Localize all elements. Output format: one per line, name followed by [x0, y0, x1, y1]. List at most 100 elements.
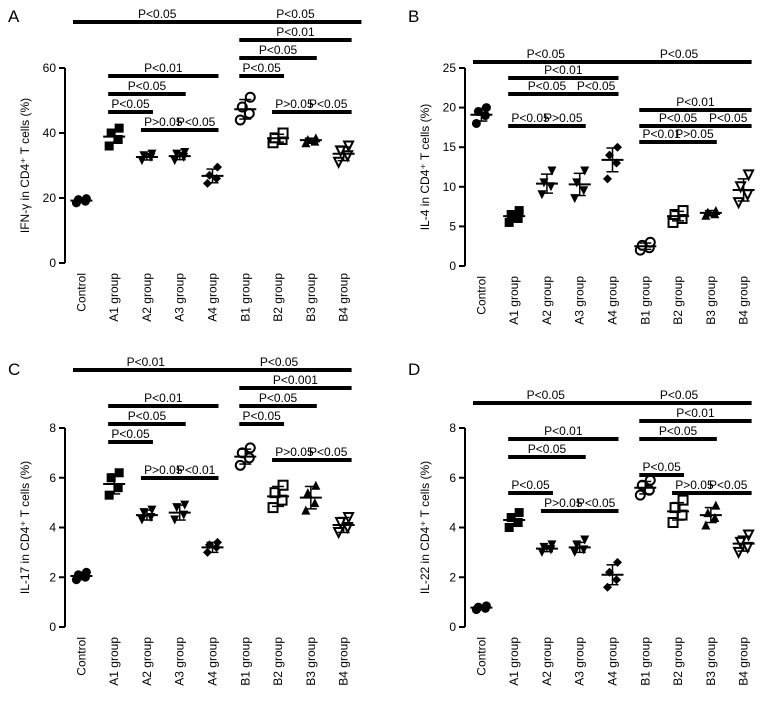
x-tick-label: A1 group: [507, 637, 521, 686]
data-point: [342, 140, 355, 153]
significance-label: P<0.01: [642, 127, 681, 141]
data-point: [234, 459, 246, 471]
data-point: [742, 529, 755, 542]
significance-label: P<0.01: [177, 463, 216, 477]
panel-label: B: [408, 7, 419, 26]
significance-label: P<0.05: [309, 445, 348, 459]
y-tick-label: 4: [49, 521, 56, 535]
y-tick-label: 15: [443, 140, 457, 154]
significance-label: P>0.05: [544, 111, 583, 125]
y-tick-label: 0: [449, 620, 456, 634]
x-tick-label: A2 group: [540, 637, 554, 686]
data-point: [580, 535, 590, 545]
significance-label: P<0.05: [511, 111, 550, 125]
data-point: [603, 174, 612, 184]
panel-d: D 0 2 4 6 8 IL-22 in CD4⁺ T cells (%) Control A1…: [408, 360, 755, 686]
significance-label: P<0.05: [511, 478, 550, 492]
group-6: [267, 127, 290, 149]
significance-label: P<0.01: [676, 406, 715, 420]
significance-label: P<0.01: [127, 355, 166, 369]
group-1: [503, 206, 526, 227]
data-point: [732, 546, 745, 560]
data-point: [106, 128, 116, 138]
data-point: [537, 190, 547, 200]
significance-label: P<0.01: [544, 424, 583, 438]
group-7: [699, 500, 722, 530]
x-tick-label: A4 group: [206, 273, 220, 322]
y-tick-label: 0: [449, 259, 456, 273]
significance-label: P<0.05: [659, 424, 698, 438]
data-point: [701, 520, 711, 530]
y-tick-label: 8: [449, 421, 456, 435]
group-1: [103, 468, 126, 500]
x-tick-label: A4 group: [606, 276, 620, 325]
group-0: [470, 601, 493, 615]
data-point: [547, 166, 557, 176]
significance-label: P<0.05: [709, 111, 748, 125]
significance-label: P<0.05: [111, 97, 150, 111]
significance-label: P>0.05: [544, 496, 583, 510]
group-2: [535, 166, 558, 200]
significance-label: P<0.01: [144, 391, 183, 405]
data-point: [570, 194, 580, 204]
x-tick-label: Control: [474, 276, 488, 315]
data-point: [170, 156, 180, 166]
group-4: [201, 537, 224, 557]
y-tick-label: 40: [43, 126, 57, 140]
data-point: [114, 468, 124, 478]
significance-label: P<0.05: [259, 391, 298, 405]
significance-label: P<0.05: [260, 355, 299, 369]
data-point: [546, 545, 556, 555]
x-tick-label: Control: [74, 273, 88, 312]
group-7: [299, 480, 322, 515]
data-point: [710, 513, 720, 523]
x-tick-label: Control: [74, 637, 88, 676]
significance-label: P<0.05: [577, 79, 616, 93]
group-0: [70, 567, 93, 585]
panel-b: B 0 5 10 15 20 25 IL-4 in CD4⁺ T cells (%) Contr…: [408, 7, 755, 325]
group-6: [667, 205, 690, 228]
group-3: [568, 535, 591, 557]
x-tick-label: B3 group: [304, 637, 318, 686]
significance-label: P<0.05: [642, 460, 681, 474]
group-5: [234, 442, 257, 471]
data-point: [301, 505, 311, 515]
significance-label: P<0.05: [128, 409, 167, 423]
y-axis-label: IL-4 in CD4⁺ T cells (%): [418, 104, 432, 231]
y-tick-label: 0: [49, 256, 56, 270]
group-8: [732, 529, 755, 560]
significance-label: P>0.05: [275, 445, 314, 459]
group-6: [667, 494, 690, 529]
x-tick-label: B3 group: [704, 276, 718, 325]
y-tick-label: 10: [443, 180, 457, 194]
x-tick-label: B1 group: [638, 276, 652, 325]
significance-label: P<0.05: [577, 496, 616, 510]
x-tick-label: B2 group: [271, 273, 285, 322]
y-axis-label: IL-17 in CD4⁺ T cells (%): [18, 461, 32, 594]
significance-label: P<0.05: [138, 7, 177, 21]
data-point: [513, 213, 523, 223]
group-3: [168, 148, 191, 166]
significance-label: P<0.05: [709, 478, 748, 492]
data-point: [742, 169, 755, 182]
y-tick-label: 25: [443, 61, 457, 75]
x-tick-label: B4 group: [737, 637, 751, 686]
x-tick-label: A3 group: [573, 637, 587, 686]
data-point: [104, 490, 114, 500]
significance-label: P<0.05: [527, 47, 566, 61]
x-tick-label: A2 group: [140, 637, 154, 686]
data-point: [277, 127, 289, 139]
group-8: [732, 169, 755, 210]
data-point: [277, 479, 289, 491]
significance-label: P>0.05: [675, 478, 714, 492]
group-5: [634, 474, 657, 501]
y-tick-label: 6: [449, 471, 456, 485]
significance-label: P<0.05: [128, 79, 167, 93]
significance-label: P>0.05: [675, 127, 714, 141]
y-tick-label: 20: [443, 101, 457, 115]
x-tick-label: B1 group: [238, 637, 252, 686]
panel-c: C 0 2 4 6 8 IL-17 in CD4⁺ T cells (%) Control A1…: [8, 355, 355, 686]
significance-label: P<0.01: [276, 25, 315, 39]
data-point: [579, 186, 589, 196]
